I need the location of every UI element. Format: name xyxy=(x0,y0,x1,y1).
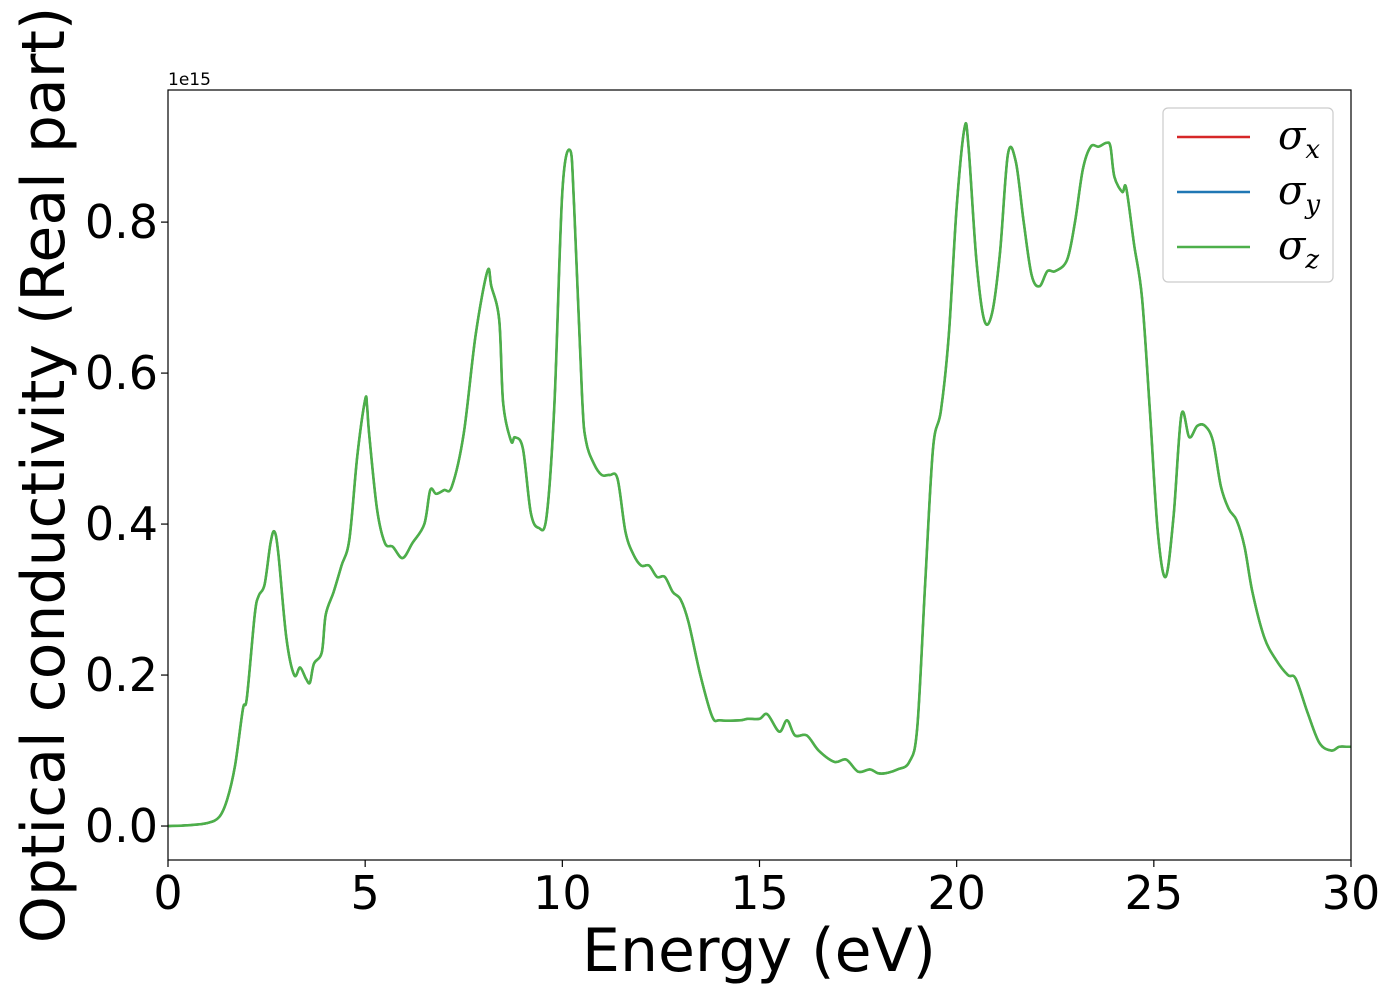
legend-box xyxy=(1162,107,1334,283)
legend-label-x: σx xyxy=(1278,113,1320,165)
legend-label-z: σz xyxy=(1278,223,1319,275)
y-tick-label: 0.8 xyxy=(85,195,158,249)
x-axis-title: Energy (eV) xyxy=(582,916,936,986)
x-tick-label: 25 xyxy=(1125,866,1184,920)
x-tick-label: 15 xyxy=(730,866,789,920)
y-tick-label: 0.6 xyxy=(85,346,158,400)
legend-label-y: σy xyxy=(1278,168,1320,220)
x-tick-label: 10 xyxy=(533,866,592,920)
series-line-sigma-z xyxy=(167,122,1351,828)
y-axis-title: Optical conductivity (Real part) xyxy=(9,7,79,944)
y-tick-label: 0.4 xyxy=(85,497,158,551)
y-tick-label: 0.0 xyxy=(85,799,158,853)
y-offset-label: 1e15 xyxy=(168,70,211,90)
x-tick-label: 0 xyxy=(153,866,182,920)
x-tick-label: 20 xyxy=(927,866,986,920)
x-tick-label: 30 xyxy=(1322,866,1381,920)
x-tick-label: 5 xyxy=(351,866,380,920)
y-tick-label: 0.2 xyxy=(85,648,158,702)
